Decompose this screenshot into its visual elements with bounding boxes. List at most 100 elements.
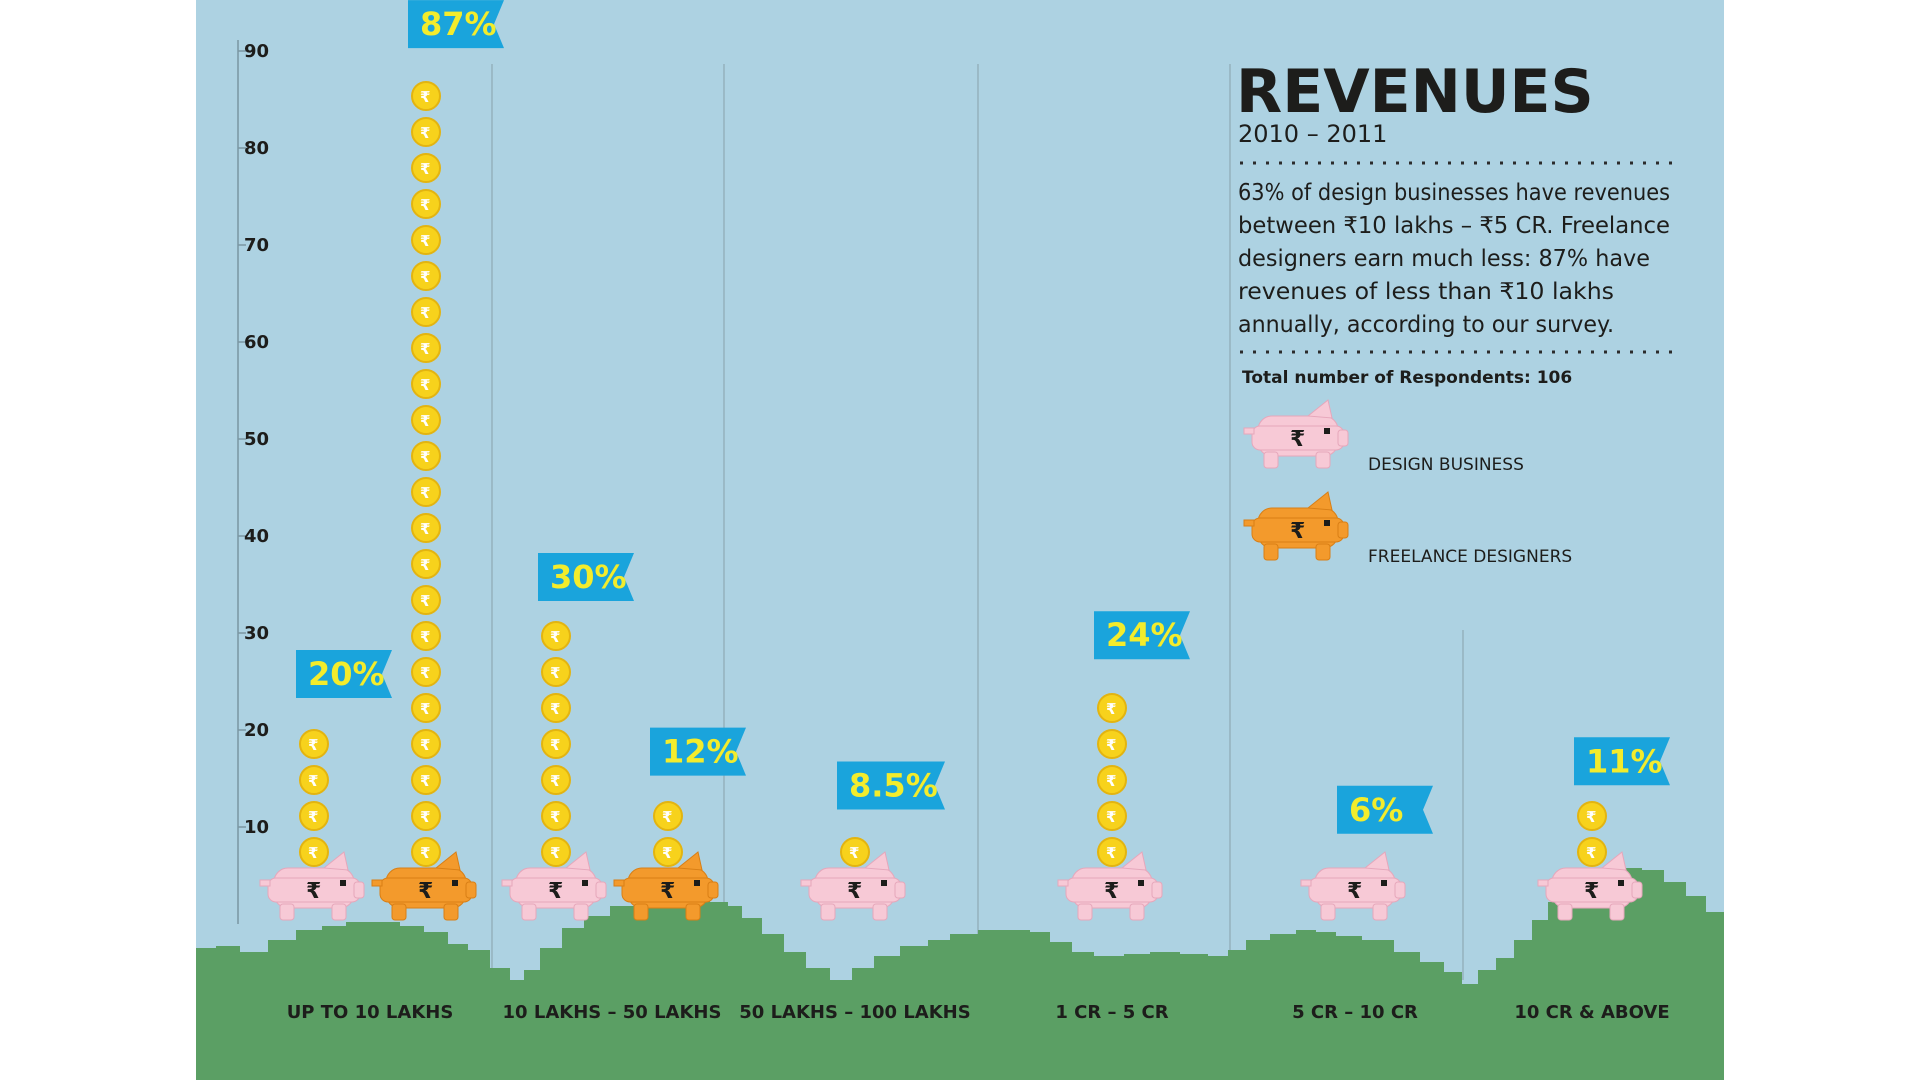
legend-label-design-business: DESIGN BUSINESS — [1368, 455, 1524, 475]
y-tick-label: 40 — [244, 526, 269, 547]
svg-text:₹: ₹ — [420, 844, 430, 862]
coin-stack-design: ₹₹ — [1577, 801, 1607, 867]
svg-text:₹: ₹ — [1106, 772, 1116, 790]
svg-text:87%: 87% — [420, 5, 497, 43]
svg-text:₹: ₹ — [550, 664, 560, 682]
x-category-label: 10 CR & ABOVE — [1514, 1002, 1669, 1023]
value-label-design: 30% — [538, 553, 634, 601]
description-line-5: annually, according to our survey. — [1238, 312, 1614, 338]
x-category-label: 5 CR – 10 CR — [1292, 1002, 1418, 1023]
svg-text:₹: ₹ — [420, 268, 430, 286]
coin-stack-design: ₹ ₹ ₹ ₹ ₹ — [1097, 693, 1127, 867]
svg-text:₹: ₹ — [308, 736, 318, 754]
y-tick-label: 60 — [244, 332, 269, 353]
svg-text:₹: ₹ — [420, 628, 430, 646]
svg-text:₹: ₹ — [420, 592, 430, 610]
svg-text:6%: 6% — [1349, 791, 1403, 829]
y-tick-label: 30 — [244, 623, 269, 644]
value-label-design: 20% — [296, 650, 392, 698]
svg-text:₹: ₹ — [1347, 879, 1362, 904]
x-category-label: 1 CR – 5 CR — [1055, 1002, 1168, 1023]
svg-text:₹: ₹ — [1106, 844, 1116, 862]
svg-text:24%: 24% — [1106, 616, 1183, 654]
x-category-label: 50 LAKHS – 100 LAKHS — [739, 1002, 970, 1023]
pig-freelance-icon: ₹ — [371, 851, 477, 921]
svg-text:₹: ₹ — [420, 772, 430, 790]
svg-text:₹: ₹ — [550, 700, 560, 718]
coin-stack-design: ₹ ₹ ₹ ₹ — [299, 729, 329, 867]
svg-text:₹: ₹ — [1290, 427, 1305, 452]
svg-text:₹: ₹ — [548, 879, 563, 904]
svg-text:₹: ₹ — [420, 304, 430, 322]
pig-design-icon: ₹ — [800, 851, 906, 921]
svg-text:₹: ₹ — [420, 340, 430, 358]
svg-text:₹: ₹ — [420, 160, 430, 178]
description-line-4: revenues of less than ₹10 lakhs — [1238, 279, 1614, 305]
svg-text:₹: ₹ — [1586, 808, 1596, 826]
svg-text:₹: ₹ — [1584, 879, 1599, 904]
svg-text:₹: ₹ — [1586, 844, 1596, 862]
svg-text:20%: 20% — [308, 655, 385, 693]
pig-design-icon: ₹ — [259, 851, 365, 921]
svg-text:11%: 11% — [1586, 742, 1663, 780]
value-label-freelance: 87% — [408, 0, 504, 49]
y-tick-label: 90 — [244, 41, 269, 62]
x-category-label: UP TO 10 LAKHS — [287, 1002, 454, 1023]
pig-freelance-icon: ₹ — [613, 851, 719, 921]
description-line-1: 63% of design businesses have revenues — [1238, 180, 1670, 206]
svg-text:₹: ₹ — [420, 520, 430, 538]
value-label-freelance: 12% — [650, 727, 746, 776]
y-tick-label: 70 — [244, 235, 269, 256]
svg-text:₹: ₹ — [662, 808, 672, 826]
svg-text:12%: 12% — [662, 733, 739, 771]
value-label-design: 8.5% — [837, 761, 945, 810]
legend-pig-design-icon: ₹ — [1243, 399, 1349, 469]
svg-text:₹: ₹ — [308, 844, 318, 862]
value-label-design: 24% — [1094, 611, 1190, 660]
description-line-3: designers earn much less: 87% have — [1238, 246, 1650, 272]
y-tick-label: 50 — [244, 429, 269, 450]
respondents-note: Total number of Respondents: 106 — [1242, 368, 1572, 388]
svg-text:₹: ₹ — [420, 448, 430, 466]
svg-text:₹: ₹ — [420, 376, 430, 394]
svg-text:₹: ₹ — [308, 772, 318, 790]
svg-text:₹: ₹ — [1106, 700, 1116, 718]
y-axis: 90 80 70 60 50 40 30 20 10 — [237, 40, 269, 924]
x-axis-labels: UP TO 10 LAKHS 10 LAKHS – 50 LAKHS 50 LAKH… — [287, 1002, 1670, 1023]
coin-stack-design: ₹ — [840, 837, 870, 867]
svg-text:₹: ₹ — [306, 879, 321, 904]
legend-label-freelance-designers: FREELANCE DESIGNERS — [1368, 547, 1572, 567]
svg-text:₹: ₹ — [420, 88, 430, 106]
svg-text:₹: ₹ — [418, 879, 433, 904]
svg-text:₹: ₹ — [420, 196, 430, 214]
svg-text:₹: ₹ — [420, 232, 430, 250]
svg-text:₹: ₹ — [1290, 519, 1305, 544]
pig-design-icon: ₹ — [1057, 851, 1163, 921]
svg-text:₹: ₹ — [420, 124, 430, 142]
svg-text:₹: ₹ — [662, 844, 672, 862]
description-line-2: between ₹10 lakhs – ₹5 CR. Freelance — [1238, 213, 1670, 239]
svg-text:8.5%: 8.5% — [849, 767, 938, 805]
coin-stack-freelance: ₹ ₹ ₹ ₹ ₹ ₹ ₹ ₹ ₹ ₹ ₹ ₹ ₹ ₹ ₹ ₹ ₹ ₹ ₹ ₹ ₹ ₹ — [411, 81, 441, 867]
coin-stack-freelance: ₹₹ — [653, 801, 683, 867]
legend-pig-freelance-icon: ₹ — [1243, 491, 1349, 561]
pig-design-icon: ₹ — [501, 851, 607, 921]
grass-ground — [196, 868, 1724, 1080]
pig-design-icon: ₹ — [1537, 851, 1643, 921]
svg-text:₹: ₹ — [550, 772, 560, 790]
bar-marks: ₹₹₹₹₹20%₹₹₹₹₹₹₹₹₹₹₹₹₹₹₹₹₹₹₹₹₹₹₹87%₹₹₹₹₹₹… — [259, 0, 1670, 921]
svg-text:₹: ₹ — [420, 484, 430, 502]
svg-text:₹: ₹ — [420, 808, 430, 826]
chart-title: REVENUES — [1236, 57, 1594, 127]
svg-text:₹: ₹ — [550, 844, 560, 862]
chart-subtitle: 2010 – 2011 — [1238, 120, 1387, 148]
pig-design-icon: ₹ — [1300, 851, 1406, 921]
svg-text:₹: ₹ — [420, 412, 430, 430]
y-tick-label: 80 — [244, 138, 269, 159]
svg-text:₹: ₹ — [420, 736, 430, 754]
svg-text:₹: ₹ — [420, 664, 430, 682]
svg-text:₹: ₹ — [550, 628, 560, 646]
legend: ₹ DESIGN BUSINESS ₹ FREELANCE DESIGNERS — [1243, 399, 1572, 567]
svg-text:30%: 30% — [550, 558, 627, 596]
